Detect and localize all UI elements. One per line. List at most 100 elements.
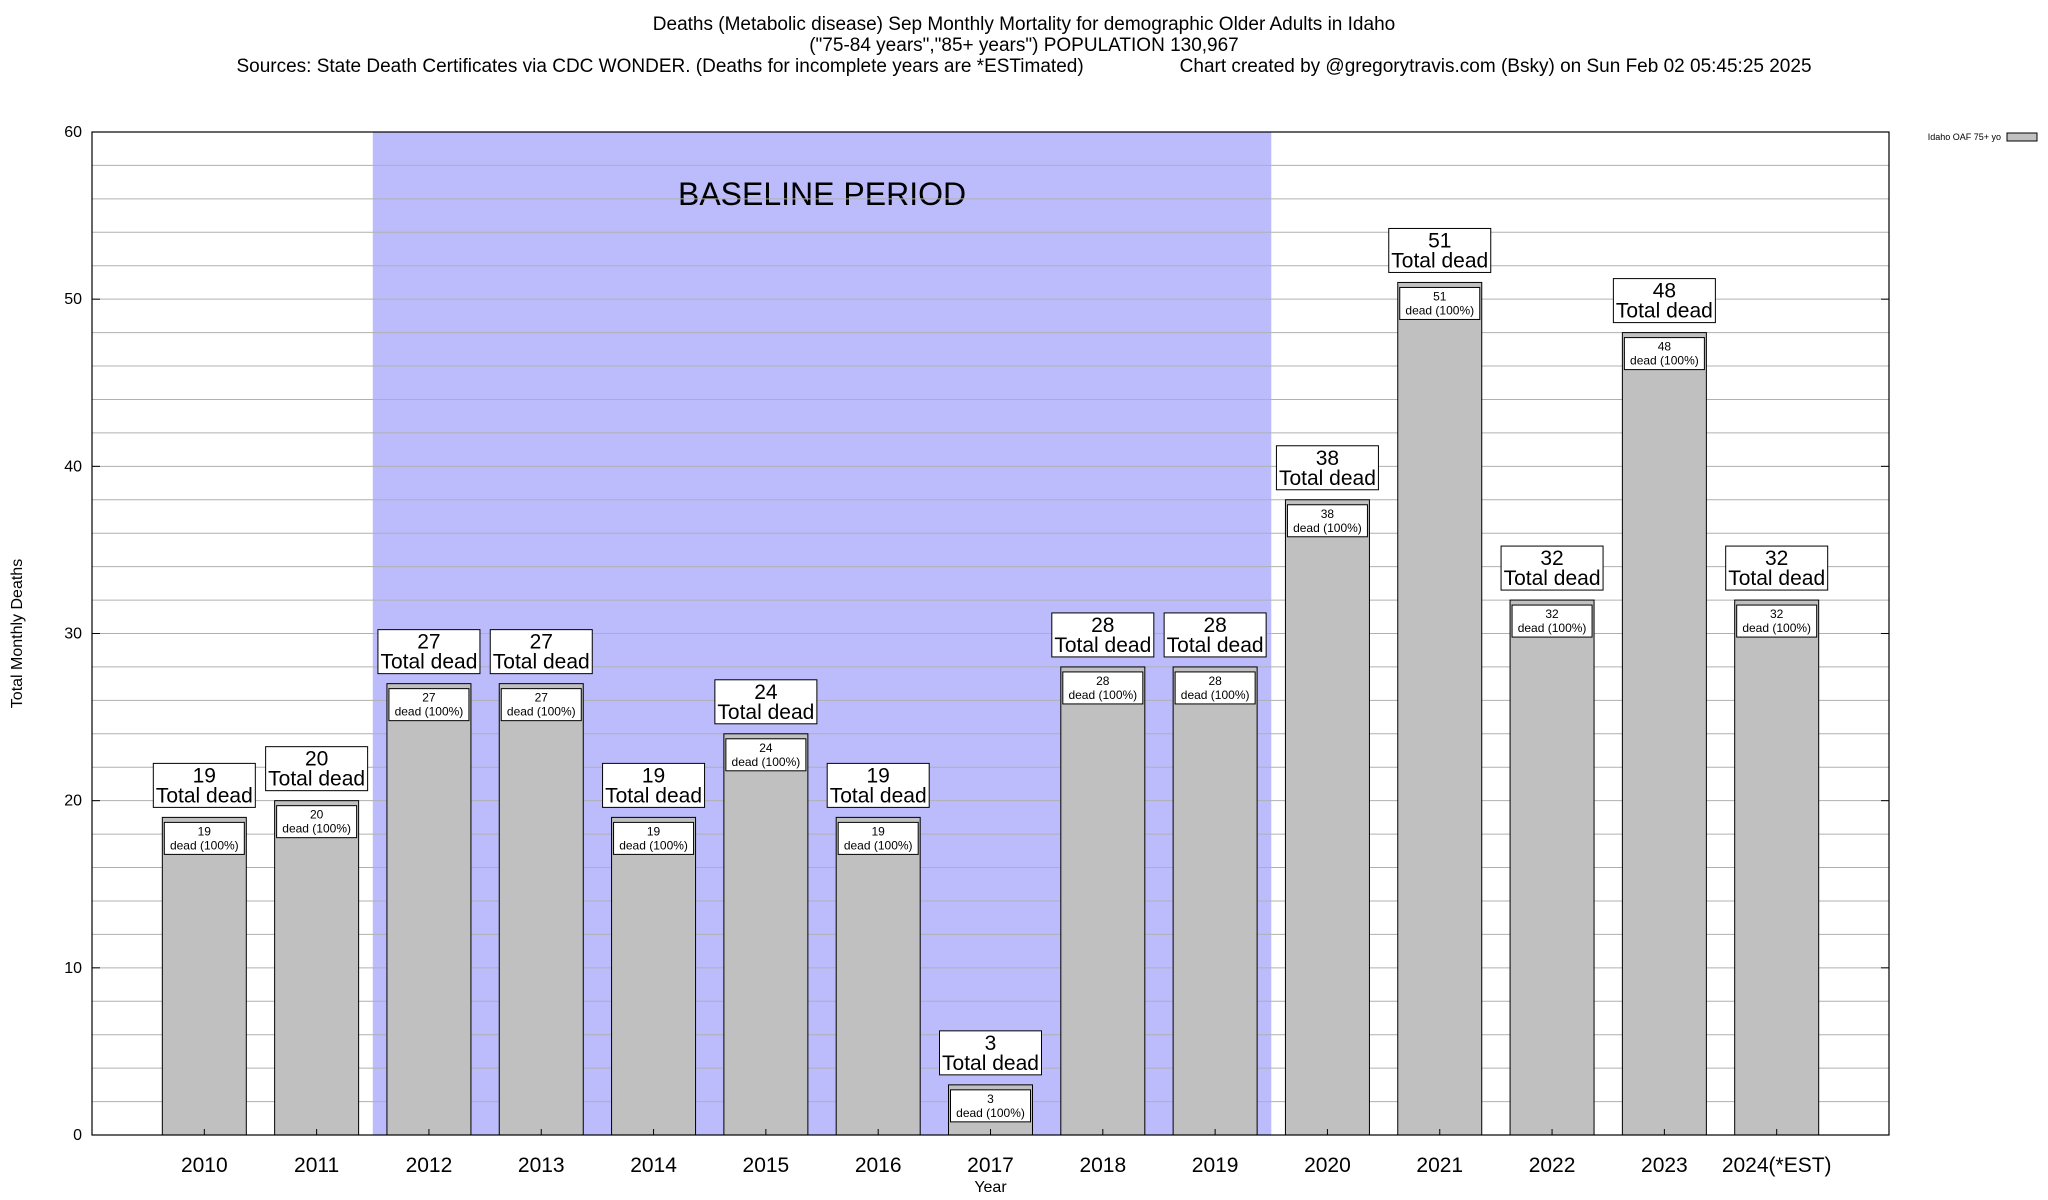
top-label-box [265,746,369,792]
inner-value-label: 20 [310,808,324,822]
inner-value-label: 27 [535,691,549,705]
top-total-dead-label: Total dead [717,701,814,724]
top-label-box [1500,545,1604,591]
top-total-dead-label: Total dead [380,651,477,674]
inner-value-label: 19 [198,824,212,838]
top-label-box [1275,445,1379,491]
chart-source-credit: Sources: State Death Certificates via CD… [0,56,2048,77]
y-tick-label: 40 [64,458,82,475]
inner-label-box [1623,337,1705,371]
top-total-dead-label: Total dead [942,1052,1039,1075]
inner-label-box [950,1089,1031,1123]
inner-dead-label: dead (100%) [732,755,801,769]
x-tick-label: 2020 [1304,1154,1351,1177]
bar [1734,599,1820,1136]
top-total-dead-label: Total dead [156,784,253,807]
top-total-dead-label: Total dead [1279,467,1376,490]
top-value-label: 28 [1203,614,1226,637]
inner-value-label: 48 [1658,340,1672,354]
plot-border [91,131,1890,1136]
top-label-box [826,762,930,808]
top-total-dead-label: Total dead [1616,300,1713,323]
top-label-box [714,679,818,725]
inner-label-box [1736,604,1818,638]
chart-title-block: Deaths (Metabolic disease) Sep Monthly M… [0,14,2048,77]
y-tick-label: 30 [64,626,82,643]
top-label-box [489,629,593,675]
inner-value-label: 32 [1545,607,1559,621]
inner-label-box [276,805,358,839]
bar [723,733,809,1136]
top-total-dead-label: Total dead [1167,634,1264,657]
legend-label: Idaho OAF 75+ yo [1928,132,2001,142]
inner-label-box [1174,671,1256,705]
y-tick-label: 20 [64,793,82,810]
inner-dead-label: dead (100%) [282,822,351,836]
x-tick-label: 2018 [1079,1154,1126,1177]
inner-label-box [1062,671,1144,705]
top-value-label: 27 [530,631,553,654]
x-tick-label: 2021 [1416,1154,1463,1177]
inner-dead-label: dead (100%) [1518,621,1587,635]
y-tick-label: 50 [64,291,82,308]
top-label-box [602,762,706,808]
bar [1397,281,1483,1136]
inner-label-box [837,821,919,855]
top-total-dead-label: Total dead [1504,567,1601,590]
x-tick-label: 2014 [630,1154,677,1177]
inner-dead-label: dead (100%) [1630,354,1699,368]
inner-value-label: 51 [1433,289,1447,303]
legend-swatch [2006,132,2038,142]
x-tick-label: 2024(*EST) [1722,1154,1832,1177]
top-label-box [1163,612,1267,658]
y-tick-label: 60 [64,124,82,141]
y-tick-label: 0 [73,1127,82,1144]
chart-title: Deaths (Metabolic disease) Sep Monthly M… [652,14,1396,35]
bar [386,683,472,1136]
bar [835,816,921,1136]
inner-value-label: 24 [759,741,773,755]
x-tick-label: 2016 [855,1154,902,1177]
inner-value-label: 19 [872,824,886,838]
top-value-label: 27 [417,631,440,654]
top-value-label: 19 [193,764,216,787]
chart-subtitle: ("75-84 years","85+ years") POPULATION 1… [809,35,1239,56]
top-value-label: 32 [1540,547,1563,570]
top-total-dead-label: Total dead [605,784,702,807]
bar [611,816,697,1136]
x-tick-label: 2012 [406,1154,453,1177]
top-value-label: 20 [305,748,328,771]
x-tick-label: 2017 [967,1154,1014,1177]
inner-dead-label: dead (100%) [1181,688,1250,702]
top-label-box [1051,612,1155,658]
inner-value-label: 38 [1321,507,1335,521]
inner-dead-label: dead (100%) [1405,303,1474,317]
inner-label-box [1286,504,1368,538]
y-tick-label: 10 [64,960,82,977]
bar [1172,666,1258,1136]
inner-dead-label: dead (100%) [1068,688,1137,702]
top-label-box [152,762,256,808]
top-value-label: 24 [754,681,778,704]
top-value-label: 48 [1653,280,1676,303]
x-tick-label: 2015 [743,1154,790,1177]
y-axis-title: Total Monthly Deaths [9,559,26,708]
bar [274,800,360,1136]
bar [498,683,584,1136]
inner-dead-label: dead (100%) [1293,521,1362,535]
baseline-period-label: BASELINE PERIOD [678,176,966,212]
x-tick-label: 2022 [1529,1154,1576,1177]
top-value-label: 28 [1091,614,1114,637]
inner-label-box [163,821,245,855]
inner-label-box [725,738,807,772]
top-value-label: 19 [642,764,665,787]
inner-dead-label: dead (100%) [170,838,239,852]
inner-dead-label: dead (100%) [1742,621,1811,635]
inner-label-box [613,821,695,855]
top-label-box [377,629,481,675]
top-label-box [1388,227,1492,273]
legend: Idaho OAF 75+ yo [1928,132,2038,142]
